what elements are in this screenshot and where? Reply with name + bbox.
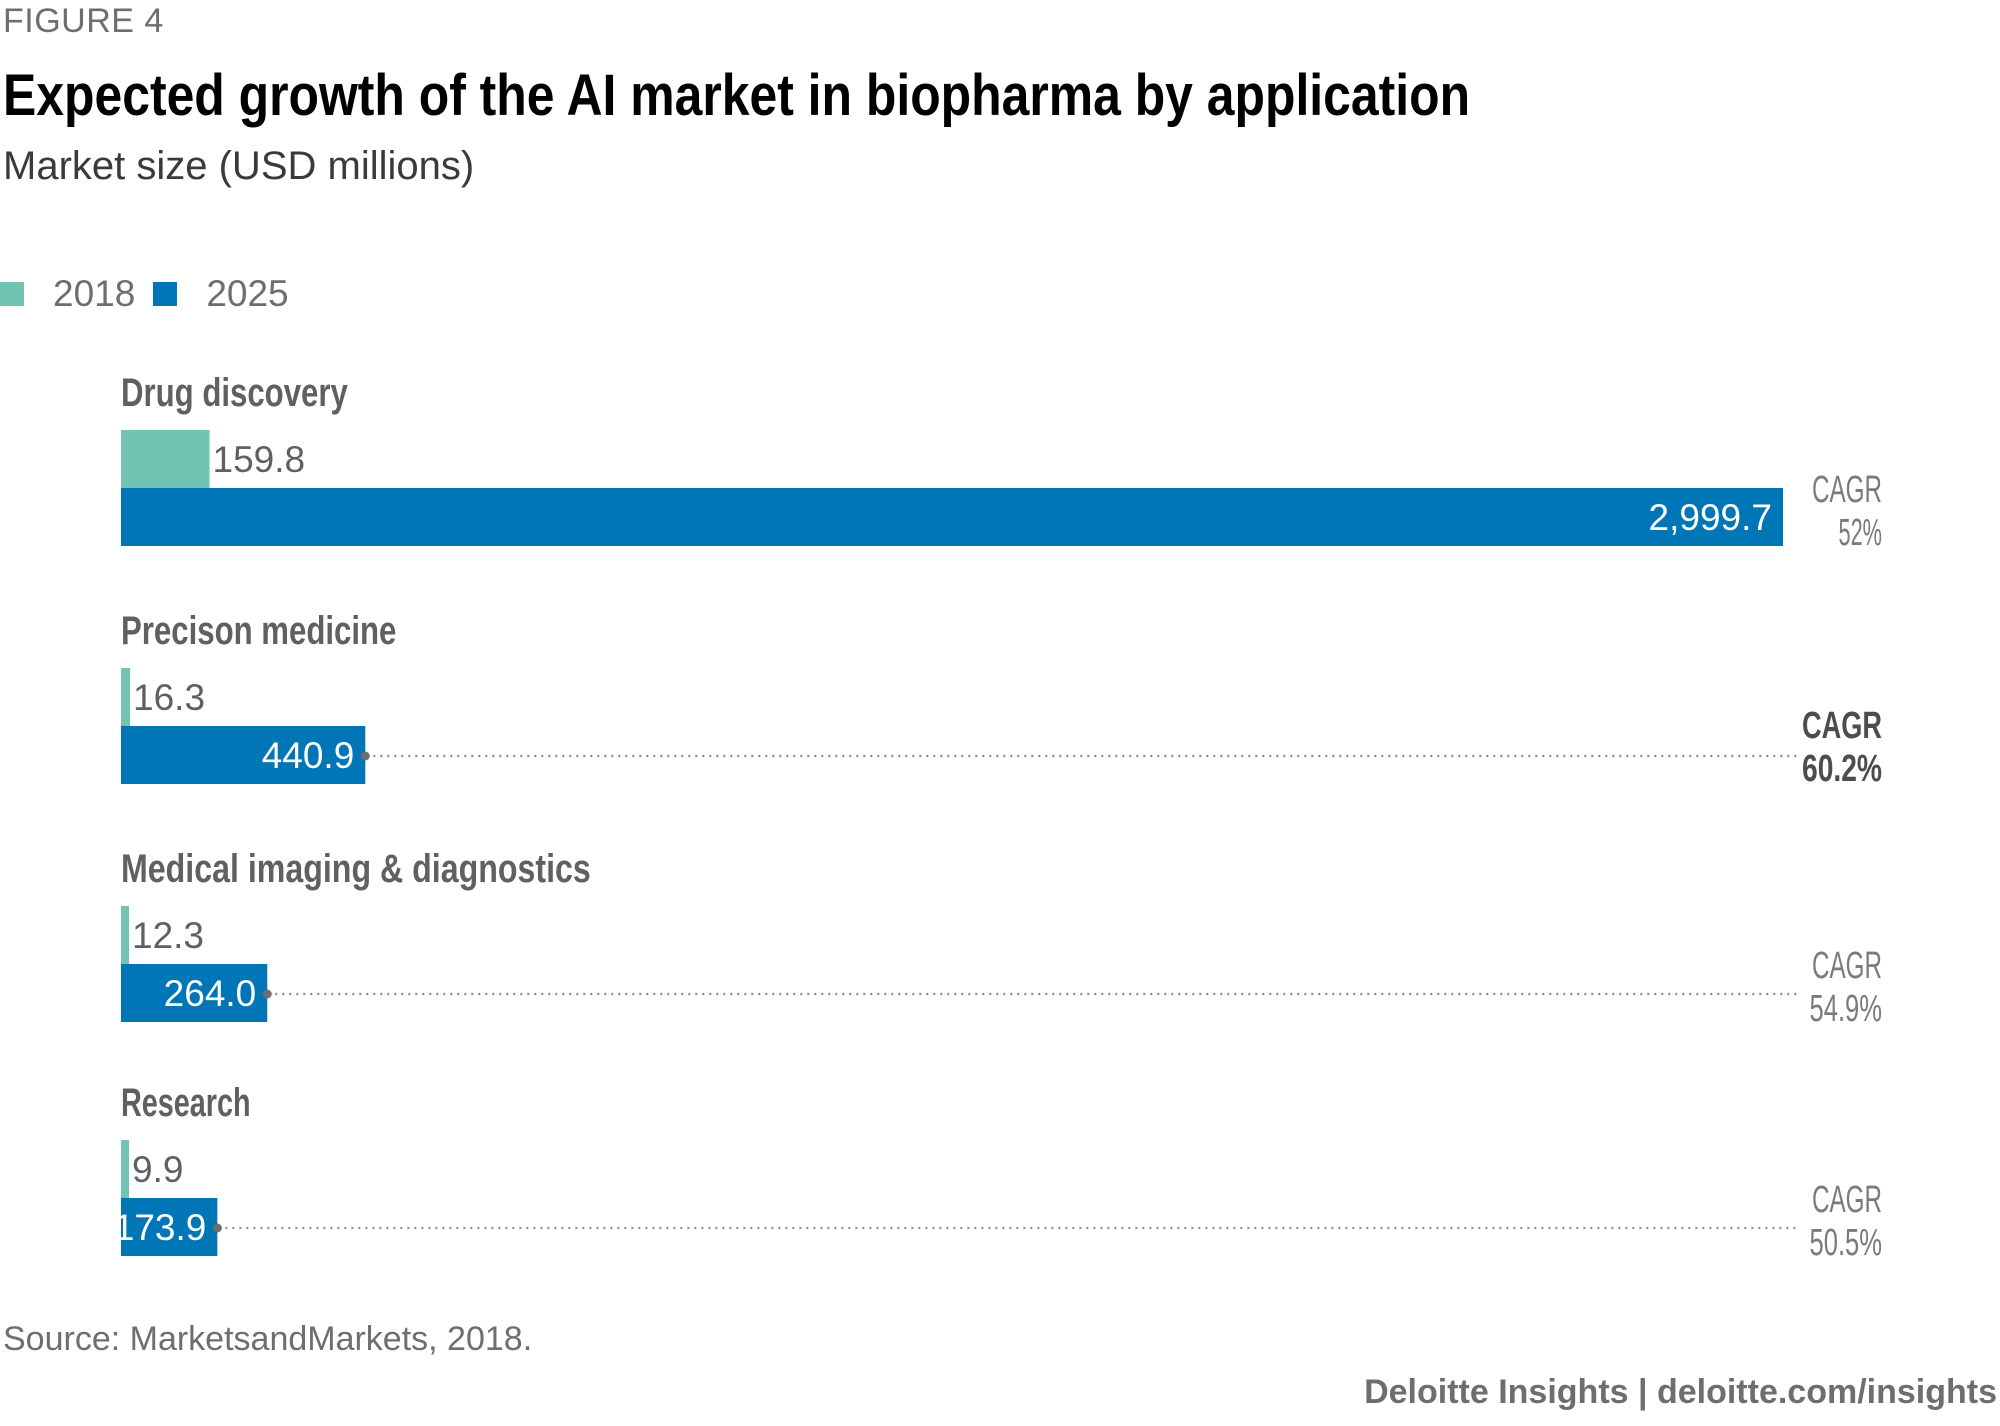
bar-2025	[121, 964, 268, 1022]
data-label-2025: 264.0	[164, 973, 257, 1014]
legend-label-2018: 2018	[53, 273, 136, 314]
data-label-2018: 12.3	[132, 915, 204, 956]
source-note: Source: MarketsandMarkets, 2018.	[3, 1320, 533, 1358]
cagr-value: 52%	[1839, 512, 1883, 554]
bar-2018	[121, 430, 210, 488]
leader-dot	[212, 1223, 222, 1233]
bar-2025	[121, 1198, 218, 1256]
cagr-value: 60.2%	[1802, 748, 1882, 790]
data-label-2018: 16.3	[133, 677, 205, 718]
cagr-label: CAGR	[1812, 1179, 1882, 1221]
bar-2025	[121, 726, 366, 784]
cagr-value: 50.5%	[1810, 1222, 1883, 1264]
cagr-label: CAGR	[1812, 469, 1882, 511]
bar-2018	[121, 1140, 129, 1198]
figure-label: FIGURE 4	[3, 2, 164, 40]
cagr-value: 54.9%	[1810, 988, 1883, 1030]
category-label: Precison medicine	[121, 609, 396, 653]
category-label: Drug discovery	[121, 371, 348, 415]
leader-dot	[360, 751, 370, 761]
category-label: Medical imaging & diagnostics	[121, 847, 591, 891]
legend-label-2025: 2025	[206, 273, 289, 314]
leader-dot	[262, 989, 272, 999]
data-label-2018: 9.9	[132, 1149, 183, 1190]
bar-2025	[121, 488, 1783, 546]
legend-item-2025: 2025	[153, 273, 289, 315]
cagr-label: CAGR	[1802, 705, 1882, 747]
bar-2018	[121, 906, 129, 964]
category-label: Research	[121, 1081, 251, 1125]
bar-2018	[121, 668, 131, 726]
legend: 2018 2025	[0, 272, 307, 316]
data-label-2025: 440.9	[262, 735, 355, 776]
legend-swatch-2025	[153, 282, 178, 306]
footer-credit: Deloitte Insights | deloitte.com/insight…	[1364, 1373, 1997, 1411]
chart-subtitle: Market size (USD millions)	[3, 144, 475, 188]
data-label-2018: 159.8	[213, 439, 306, 480]
data-label-2025: 173.9	[114, 1207, 207, 1248]
cagr-label: CAGR	[1812, 945, 1882, 987]
chart-title: Expected growth of the AI market in biop…	[3, 63, 1471, 128]
data-label-2025: 2,999.7	[1649, 497, 1772, 538]
legend-item-2018: 2018	[0, 273, 135, 315]
legend-swatch-2018	[0, 282, 24, 306]
